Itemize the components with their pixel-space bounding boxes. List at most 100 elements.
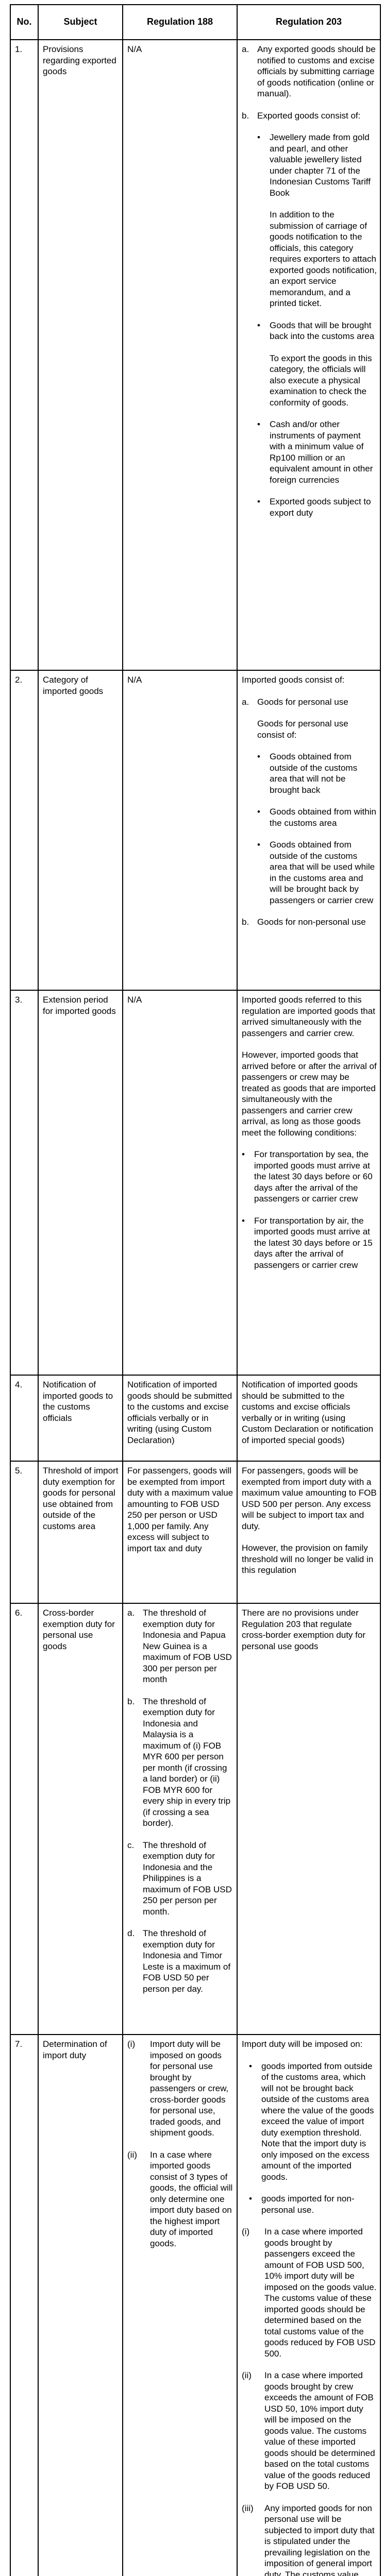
regulation-188-text: The threshold of exemption duty for Indo…: [143, 1696, 231, 1828]
regulation-203-text: Goods for non-personal use: [257, 917, 366, 927]
list-item: a. The threshold of exemption duty for In…: [127, 1607, 233, 1685]
list-marker: •: [257, 497, 260, 506]
table-row: 5. Threshold of import duty exemption for…: [10, 1461, 381, 1604]
paragraph: There are no provisions under Regulation…: [242, 1608, 365, 1651]
cell-row-number: 4.: [10, 1375, 39, 1462]
regulation-203-text: Any exported goods should be notified to…: [257, 44, 376, 98]
paragraph: N/A: [127, 44, 142, 54]
cell-regulation-188: Notification of imported goods should be…: [122, 1375, 238, 1462]
cell-regulation-203: a. Any exported goods should be notified …: [237, 39, 381, 671]
list-item: (iii) Any imported goods for non personal…: [242, 2503, 377, 2576]
cell-regulation-203: For passengers, goods will be exempted f…: [237, 1461, 381, 1604]
list-marker: •: [257, 132, 260, 142]
paragraph: However, imported goods that arrived bef…: [242, 1050, 377, 1138]
list-item: c. The threshold of exemption duty for In…: [127, 1840, 233, 1918]
table-row: 6. Cross-border exemption duty for person…: [10, 1603, 381, 2035]
list-marker: •: [257, 840, 260, 850]
list-item: • For transportation by sea, the imported…: [242, 1149, 377, 1205]
paragraph: Goods for personal use consist of:: [257, 719, 348, 740]
table-row: 7. Determination of import duty (i) Import …: [10, 2034, 381, 2576]
header-row: No. Subject Regulation 188 Regulation 20…: [10, 4, 381, 40]
paragraph: N/A: [127, 995, 142, 1005]
cell-row-number: 6.: [10, 1603, 39, 2035]
list-marker: a.: [127, 1608, 135, 1618]
regulation-188-text: Import duty will be imposed on goods for…: [150, 2039, 229, 2138]
list-marker: a.: [242, 44, 249, 54]
header-no: No.: [10, 4, 39, 40]
regulation-comparison-table: No. Subject Regulation 188 Regulation 20…: [10, 4, 381, 2576]
paragraph: To export the goods in this category, th…: [270, 353, 372, 408]
regulation-203-text: In a case where imported goods brought b…: [264, 2227, 377, 2359]
list-item: • Exported goods subject to export duty: [257, 496, 377, 518]
regulation-203-text: Exported goods subject to export duty: [270, 497, 371, 518]
cell-subject: Extension period for imported goods: [38, 990, 123, 1376]
cell-regulation-188: For passengers, goods will be exempted f…: [122, 1461, 238, 1604]
cell-row-number: 7.: [10, 2034, 39, 2576]
list-item: • Goods obtained from outside of the cust…: [257, 751, 377, 795]
paragraph: For passengers, goods will be exempted f…: [127, 1466, 233, 1553]
list-marker: a.: [242, 697, 249, 707]
list-marker: (ii): [242, 2370, 252, 2380]
cell-regulation-188: N/A: [122, 39, 238, 671]
cell-subject: Determination of import duty: [38, 2034, 123, 2576]
cell-regulation-188: (i) Import duty will be imposed on goods …: [122, 2034, 238, 2576]
cell-row-number: 3.: [10, 990, 39, 1376]
list-marker: •: [257, 752, 260, 761]
header-regulation-188: Regulation 188: [122, 4, 238, 40]
table-row: 2. Category of imported goods N/A Imported …: [10, 670, 381, 991]
regulation-188-text: The threshold of exemption duty for Indo…: [143, 1840, 232, 1917]
header-regulation-203: Regulation 203: [237, 4, 381, 40]
cell-subject: Cross-border exemption duty for personal…: [38, 1603, 123, 2035]
regulation-188-text: In a case where imported goods consist o…: [150, 2149, 233, 2248]
regulation-203-text: Goods obtained from outside of the custo…: [270, 752, 358, 795]
list-item: • Cash and/or other instruments of paymen…: [257, 419, 377, 485]
cell-subject: Provisions regarding exported goods: [38, 39, 123, 671]
paragraph: Import duty will be imposed on:: [242, 2039, 363, 2049]
paragraph: Notification of imported goods should be…: [242, 1380, 374, 1445]
cell-regulation-203: Import duty will be imposed on: • goods im…: [237, 2034, 381, 2576]
list-marker: (i): [242, 2227, 250, 2236]
paragraph: N/A: [127, 675, 142, 685]
table-row: 1. Provisions regarding exported goods N/A…: [10, 39, 381, 671]
cell-regulation-203: Imported goods referred to this regulati…: [237, 990, 381, 1376]
list-marker: b.: [242, 110, 249, 121]
cell-regulation-188: N/A: [122, 990, 238, 1376]
regulation-203-text: Goods obtained from outside of the custo…: [270, 840, 375, 905]
list-item: • Goods obtained from outside of the cust…: [257, 839, 377, 906]
regulation-203-text: goods imported from outside of the custo…: [261, 2061, 374, 2182]
cell-subject: Threshold of import duty exemption for g…: [38, 1461, 123, 1604]
cell-row-number: 1.: [10, 39, 39, 671]
paragraph: Imported goods consist of:: [242, 675, 345, 685]
list-item: a. Goods for personal use: [242, 697, 377, 708]
list-item: • For transportation by air, the imported…: [242, 1215, 377, 1271]
regulation-203-text: For transportation by sea, the imported …: [254, 1149, 373, 1204]
regulation-203-text: Cash and/or other instruments of payment…: [270, 419, 373, 485]
list-marker: •: [242, 1149, 245, 1159]
cell-regulation-203: Imported goods consist of: a. Goods for pe…: [237, 670, 381, 991]
paragraph: Notification of imported goods should be…: [127, 1380, 232, 1445]
table-header: No. Subject Regulation 188 Regulation 20…: [10, 4, 381, 40]
regulation-203-text: Jewellery made from gold and pearl, and …: [270, 132, 371, 198]
regulation-203-text: Exported goods consist of:: [257, 110, 361, 121]
list-marker: (i): [127, 2039, 136, 2049]
list-item: b. Goods for non-personal use: [242, 917, 377, 928]
paragraph: Imported goods referred to this regulati…: [242, 995, 375, 1038]
cell-regulation-203: There are no provisions under Regulation…: [237, 1603, 381, 2035]
list-item: • goods imported for non-personal use.: [249, 2193, 377, 2215]
list-item: • Goods obtained from within the customs …: [257, 806, 377, 828]
list-marker: b.: [127, 1696, 135, 1706]
list-item: • goods imported from outside of the cust…: [249, 2061, 377, 2183]
list-item: d. The threshold of exemption duty for In…: [127, 1928, 233, 1994]
regulation-203-text: goods imported for non-personal use.: [261, 2194, 355, 2215]
list-marker: c.: [127, 1840, 135, 1850]
regulation-203-text: Any imported goods for non personal use …: [264, 2503, 375, 2576]
list-item: • Goods that will be brought back into th…: [257, 320, 377, 342]
list-item: (i) Import duty will be imposed on goods …: [127, 2039, 233, 2139]
list-marker: (iii): [242, 2503, 254, 2513]
paragraph: In addition to the submission of carriag…: [270, 210, 377, 308]
header-subject: Subject: [38, 4, 123, 40]
cell-row-number: 5.: [10, 1461, 39, 1604]
cell-row-number: 2.: [10, 670, 39, 991]
list-item: (ii) In a case where imported goods broug…: [242, 2370, 377, 2492]
cell-regulation-188: a. The threshold of exemption duty for In…: [122, 1603, 238, 2035]
